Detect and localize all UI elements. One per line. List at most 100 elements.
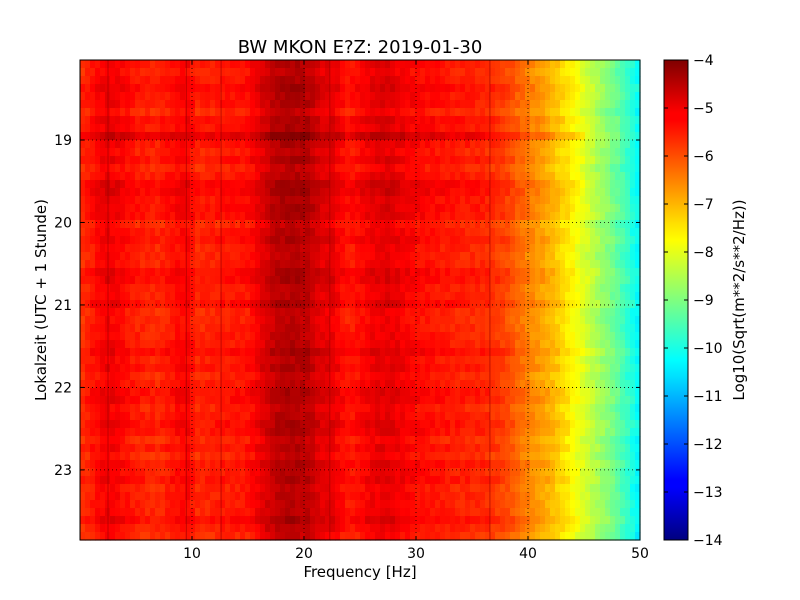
heatmap-cell xyxy=(205,308,211,317)
heatmap-cell xyxy=(550,396,556,405)
heatmap-cell xyxy=(550,284,556,293)
heatmap-cell xyxy=(400,148,406,157)
heatmap-cell xyxy=(270,188,276,197)
heatmap-cell xyxy=(625,92,631,101)
heatmap-cell xyxy=(205,348,211,357)
heatmap-cell xyxy=(435,260,441,269)
heatmap-cell xyxy=(390,172,396,181)
heatmap-cell xyxy=(430,236,436,245)
heatmap-cell xyxy=(220,324,226,333)
heatmap-cell xyxy=(570,156,576,165)
heatmap-cell xyxy=(545,364,551,373)
heatmap-cell xyxy=(495,308,501,317)
heatmap-cell xyxy=(285,412,291,421)
heatmap-cell xyxy=(575,196,581,205)
heatmap-cell xyxy=(620,284,626,293)
heatmap-cell xyxy=(620,132,626,141)
heatmap-cell xyxy=(465,300,471,309)
heatmap-cell xyxy=(530,68,536,77)
heatmap-cell xyxy=(150,132,156,141)
heatmap-cell xyxy=(230,252,236,261)
heatmap-cell xyxy=(470,292,476,301)
heatmap-cell xyxy=(425,276,431,285)
heatmap-cell xyxy=(590,244,596,253)
heatmap-cell xyxy=(635,68,641,77)
heatmap-cell xyxy=(325,76,331,85)
heatmap-cell xyxy=(455,260,461,269)
heatmap-cell xyxy=(155,220,161,229)
heatmap-cell xyxy=(545,332,551,341)
heatmap-cell xyxy=(335,212,341,221)
heatmap-cell xyxy=(605,284,611,293)
heatmap-cell xyxy=(115,348,121,357)
heatmap-cell xyxy=(610,308,616,317)
heatmap-cell xyxy=(170,324,176,333)
heatmap-cell xyxy=(325,212,331,221)
heatmap-cell xyxy=(200,132,206,141)
heatmap-cell xyxy=(280,268,286,277)
heatmap-cell xyxy=(245,228,251,237)
heatmap-cell xyxy=(135,332,141,341)
heatmap-cell xyxy=(270,300,276,309)
heatmap-cell xyxy=(185,76,191,85)
heatmap-cell xyxy=(490,292,496,301)
heatmap-cell xyxy=(480,76,486,85)
heatmap-cell xyxy=(120,92,126,101)
heatmap-cell xyxy=(140,188,146,197)
heatmap-cell xyxy=(175,204,181,213)
heatmap-cell xyxy=(210,316,216,325)
heatmap-cell xyxy=(385,324,391,333)
heatmap-cell xyxy=(500,308,506,317)
heatmap-cell xyxy=(295,316,301,325)
heatmap-cell xyxy=(250,108,256,117)
heatmap-cell xyxy=(295,156,301,165)
heatmap-cell xyxy=(385,252,391,261)
heatmap-cell xyxy=(495,292,501,301)
heatmap-cell xyxy=(420,188,426,197)
heatmap-cell xyxy=(235,268,241,277)
heatmap-cell xyxy=(225,180,231,189)
heatmap-cell xyxy=(215,316,221,325)
heatmap-cell xyxy=(150,332,156,341)
heatmap-cell xyxy=(355,292,361,301)
heatmap-cell xyxy=(490,268,496,277)
heatmap-cell xyxy=(320,164,326,173)
heatmap-cell xyxy=(515,76,521,85)
heatmap-cell xyxy=(195,108,201,117)
heatmap-cell xyxy=(195,164,201,173)
heatmap-cell xyxy=(260,236,266,245)
heatmap-cell xyxy=(375,260,381,269)
heatmap-cell xyxy=(435,228,441,237)
heatmap-cell xyxy=(405,284,411,293)
heatmap-cell xyxy=(550,188,556,197)
heatmap-cell xyxy=(275,308,281,317)
heatmap-cell xyxy=(555,268,561,277)
heatmap-cell xyxy=(470,316,476,325)
heatmap-cell xyxy=(510,260,516,269)
heatmap-cell xyxy=(125,76,131,85)
heatmap-cell xyxy=(110,228,116,237)
heatmap-cell xyxy=(160,412,166,421)
heatmap-cell xyxy=(115,172,121,181)
heatmap-cell xyxy=(510,60,516,69)
heatmap-cell xyxy=(460,292,466,301)
heatmap-cell xyxy=(545,212,551,221)
heatmap-cell xyxy=(245,148,251,157)
heatmap-cell xyxy=(565,60,571,69)
heatmap-cell xyxy=(405,180,411,189)
heatmap-cell xyxy=(625,76,631,85)
heatmap-cell xyxy=(600,84,606,93)
heatmap-cell xyxy=(385,340,391,349)
heatmap-cell xyxy=(620,348,626,357)
heatmap-cell xyxy=(315,172,321,181)
heatmap-cell xyxy=(150,412,156,421)
heatmap-cell xyxy=(560,124,566,133)
heatmap-cell xyxy=(625,84,631,93)
heatmap-cell xyxy=(635,204,641,213)
heatmap-cell xyxy=(530,268,536,277)
heatmap-cell xyxy=(390,132,396,141)
heatmap-cell xyxy=(470,276,476,285)
heatmap-cell xyxy=(310,340,316,349)
heatmap-cell xyxy=(290,388,296,397)
heatmap-cell xyxy=(395,180,401,189)
